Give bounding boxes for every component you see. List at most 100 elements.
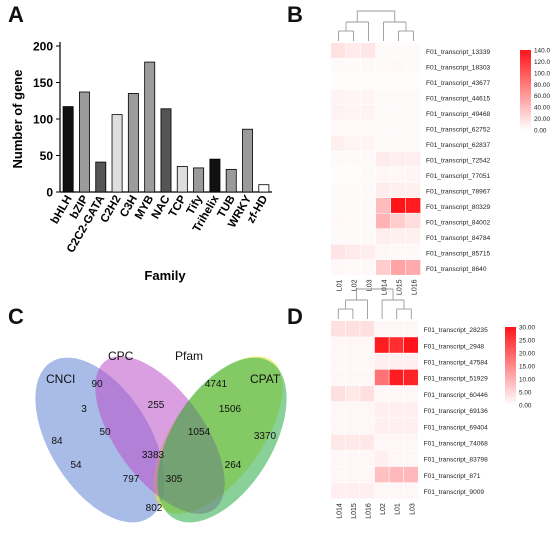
heatmap-cell	[374, 337, 389, 353]
bar-tub	[225, 168, 237, 193]
heatmap-cell	[376, 74, 391, 89]
heatmap-cell	[374, 402, 389, 418]
heatmap-cell	[331, 244, 346, 260]
heatmap-row-label: F01_transcript_74068	[424, 441, 488, 448]
heatmap-cell	[361, 74, 376, 89]
heatmap-cell	[404, 450, 418, 467]
heatmap-cell	[360, 434, 375, 450]
colorbar-tick-label: 25.00	[519, 338, 535, 345]
heatmap-cell	[360, 369, 375, 386]
heatmap-cell	[376, 120, 391, 136]
venn-set-label: CNCI	[46, 372, 75, 386]
heatmap-cell	[361, 105, 376, 120]
heatmap-cell	[406, 89, 421, 105]
colorbar-tick-label: 10.00	[519, 377, 535, 384]
venn-count-cpc-only: 90	[91, 379, 103, 390]
heatmap-cell	[404, 483, 418, 499]
heatmap-cell	[389, 450, 404, 467]
y-axis-title: Number of gene	[10, 70, 25, 169]
heatmap-col-label: L016	[412, 279, 419, 295]
heatmap-cell	[360, 483, 375, 499]
y-tick-label: 100	[33, 113, 53, 127]
heatmap-cell	[391, 260, 406, 275]
heatmap-cell	[360, 321, 375, 337]
y-tick-label: 50	[40, 149, 54, 163]
bar-bhlh	[62, 106, 74, 193]
heatmap-cell	[406, 260, 421, 275]
heatmap-cell	[406, 151, 421, 167]
heatmap-cell	[391, 89, 406, 105]
heatmap-cell	[391, 74, 406, 89]
heatmap-cell	[391, 151, 406, 167]
colorbar-tick-label: 40.00	[534, 105, 550, 112]
panel-b-label: B	[287, 2, 303, 27]
heatmap-row-label: F01_transcript_49468	[426, 111, 490, 118]
heatmap-cell	[361, 229, 376, 244]
venn-count-all-four: 3383	[142, 450, 165, 461]
heatmap-cell	[331, 89, 346, 105]
heatmap-cell	[406, 105, 421, 120]
heatmap-cell	[331, 450, 345, 467]
colorbar	[505, 327, 516, 405]
heatmap-row-label: F01_transcript_51929	[424, 376, 488, 383]
heatmap-cell	[376, 167, 391, 182]
heatmap-cell	[361, 89, 376, 105]
heatmap-cell	[360, 402, 375, 418]
heatmap-cell	[346, 198, 361, 213]
heatmap-row-label: F01_transcript_44615	[426, 95, 490, 102]
heatmap-cell	[389, 369, 404, 386]
bar-tcp	[176, 166, 188, 193]
heatmap-cell	[391, 120, 406, 136]
heatmap-cell	[376, 58, 391, 74]
heatmap-col-label: L01	[395, 503, 402, 515]
bar-c2c2-gata	[95, 161, 107, 193]
heatmap-cell	[406, 229, 421, 244]
heatmap-cell	[374, 483, 389, 499]
heatmap-cell	[345, 418, 360, 434]
heatmap-cell	[346, 136, 361, 151]
heatmap-cell	[345, 434, 360, 450]
heatmap-cell	[331, 321, 345, 337]
heatmap-row-label: F01_transcript_69404	[424, 424, 488, 431]
heatmap-row-label: F01_transcript_78967	[426, 188, 490, 195]
heatmap-cell	[374, 369, 389, 386]
colorbar-tick-label: 60.00	[534, 93, 550, 100]
venn-count-cnci-cpc: 3	[81, 404, 87, 415]
venn-count-pfam-cpat: 1506	[219, 404, 242, 415]
heatmap-row-label: F01_transcript_2948	[424, 343, 485, 350]
bar-wrky	[242, 128, 253, 193]
heatmap-cell	[331, 74, 346, 89]
heatmap-cell	[360, 466, 375, 483]
heatmap-cell	[331, 466, 345, 483]
heatmap-cell	[331, 260, 346, 275]
heatmap-cell	[346, 105, 361, 120]
heatmap-cell	[360, 337, 375, 353]
colorbar	[520, 50, 531, 130]
venn-count-cnci-cpc-cpat: 305	[166, 474, 183, 485]
heatmap-cell	[389, 466, 404, 483]
heatmap-cell	[376, 151, 391, 167]
colorbar-tick-label: 120.00	[534, 59, 550, 66]
bar-c3h	[127, 93, 139, 193]
heatmap-cell	[345, 483, 360, 499]
heatmap-cell	[389, 402, 404, 418]
heatmap-col-label: L02	[352, 279, 359, 291]
bar-c2h2	[111, 114, 123, 193]
heatmap-cell	[346, 89, 361, 105]
y-tick-label: 150	[33, 76, 53, 90]
venn-count-cnci-cpc-pfam: 50	[99, 427, 111, 438]
heatmap-cell	[361, 136, 376, 151]
heatmap-cell	[376, 105, 391, 120]
heatmap-cell	[374, 353, 389, 369]
heatmap-row-label: F01_transcript_28235	[424, 327, 488, 334]
heatmap-cell	[391, 182, 406, 198]
heatmap-cell	[404, 353, 418, 369]
bar-zf-hd	[258, 184, 270, 193]
heatmap-cell	[361, 182, 376, 198]
venn-count-cpc-cpat: 264	[225, 460, 242, 471]
heatmap-cell	[391, 213, 406, 229]
heatmap-cell	[376, 213, 391, 229]
heatmap-cell	[331, 353, 345, 369]
heatmap-cell	[331, 229, 346, 244]
heatmap-col-label: L014	[336, 503, 343, 519]
